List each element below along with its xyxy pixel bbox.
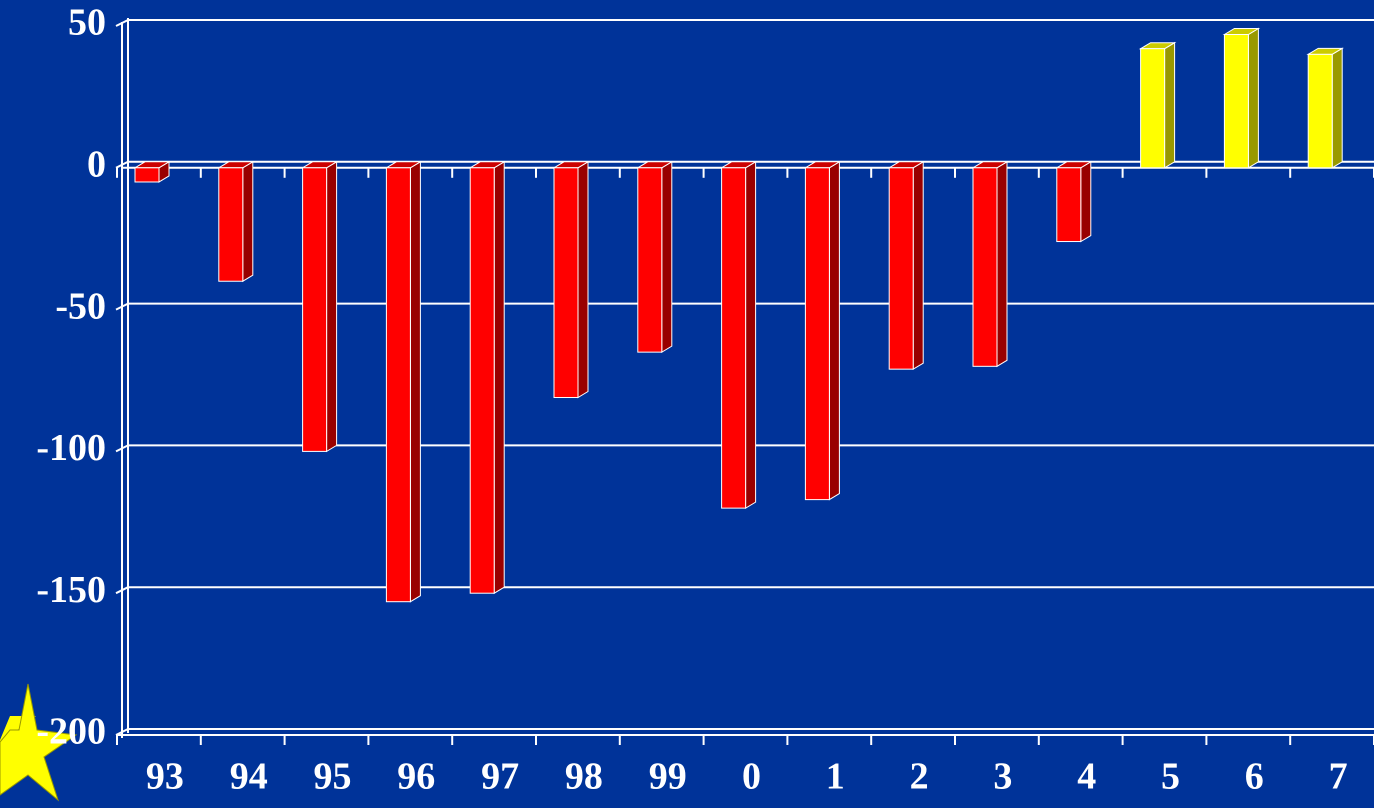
x-tick-label: 94 <box>230 756 268 798</box>
bar <box>804 167 830 501</box>
x-tick-label: 99 <box>649 756 687 798</box>
bar <box>553 167 579 399</box>
x-tick-label: 95 <box>314 756 352 798</box>
x-tick-label: 96 <box>397 756 435 798</box>
bar-side <box>1080 160 1092 243</box>
bar <box>1307 53 1333 169</box>
bar-side <box>912 160 924 371</box>
bar <box>1223 34 1249 169</box>
bar <box>218 167 244 282</box>
bar-side <box>1247 27 1259 169</box>
bar-side <box>242 160 254 283</box>
bar-side <box>1164 41 1176 169</box>
x-tick-label: 0 <box>742 756 761 798</box>
x-tick-label: 3 <box>993 756 1012 798</box>
bar-side <box>828 160 840 501</box>
bar <box>1140 48 1166 169</box>
x-tick-label: 1 <box>826 756 845 798</box>
bar-side <box>996 160 1008 368</box>
bar-side <box>409 160 421 603</box>
bar-side <box>1331 47 1343 169</box>
x-tick-label: 2 <box>910 756 929 798</box>
star <box>0 683 78 802</box>
x-tick-label: 93 <box>146 756 184 798</box>
bar <box>888 167 914 370</box>
bar <box>1056 167 1082 243</box>
x-tick-label: 4 <box>1077 756 1096 798</box>
bar <box>469 167 495 594</box>
y-tick-label: -200 <box>36 711 106 753</box>
y-tick <box>115 586 129 595</box>
y-tick <box>115 19 129 27</box>
x-tick-label: 98 <box>565 756 603 798</box>
bar <box>637 167 663 353</box>
bar <box>721 167 747 509</box>
bar-side <box>326 160 338 453</box>
bar-side <box>745 160 757 510</box>
x-tick-label: 6 <box>1245 756 1264 798</box>
bar <box>972 167 998 367</box>
y-tick-label: -100 <box>36 427 106 469</box>
bar <box>134 167 160 183</box>
bar-side <box>661 160 673 354</box>
y-tick <box>115 444 129 453</box>
y-tick-label: -150 <box>36 569 106 611</box>
y-tick <box>115 160 129 169</box>
bar <box>302 167 328 452</box>
y-tick-label: 0 <box>87 144 106 186</box>
x-tick-label: 7 <box>1329 756 1348 798</box>
y-tick-label: -50 <box>55 285 106 327</box>
bar-side <box>577 160 589 399</box>
y-tick-label: 50 <box>68 2 106 44</box>
x-tick-label: 97 <box>481 756 519 798</box>
y-tick <box>115 302 129 311</box>
bar-side <box>493 160 505 595</box>
x-tick-label: 5 <box>1161 756 1180 798</box>
bar <box>385 167 411 603</box>
